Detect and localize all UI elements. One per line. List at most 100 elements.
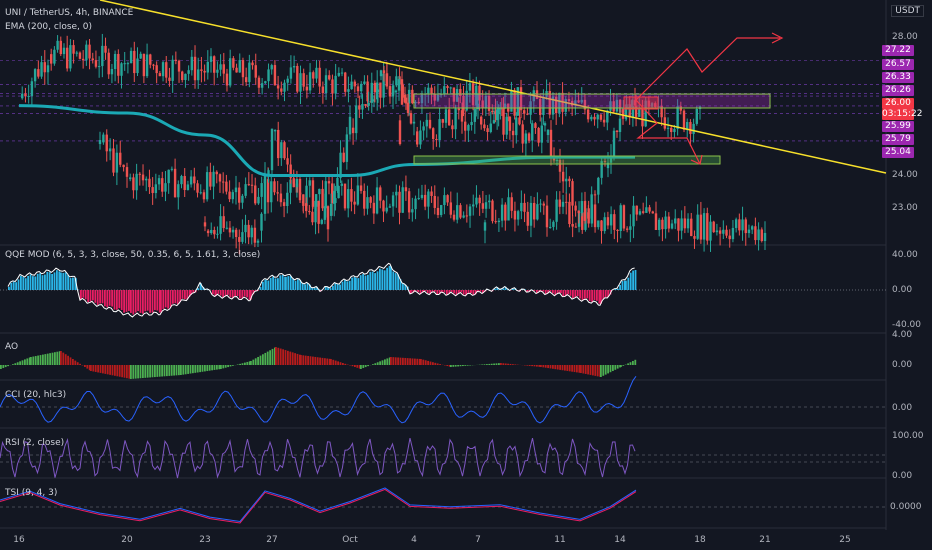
candle-body (467, 125, 470, 131)
time-axis-label: 16 (13, 535, 25, 545)
candle-body (750, 226, 754, 230)
candle-body (228, 58, 232, 86)
candle-body (174, 59, 178, 61)
candle-body (574, 205, 577, 211)
ao-bar (246, 361, 249, 365)
price-axis-label: 24.00 (892, 170, 918, 180)
candle-body (270, 128, 274, 171)
candle-body (343, 183, 347, 209)
qqe-bar (443, 290, 446, 293)
cci-legend[interactable]: CCI (20, hlc3) (5, 390, 67, 400)
projection-down-arrow (690, 154, 703, 165)
candle-body (481, 100, 484, 108)
candle-body (110, 68, 114, 75)
candle-body (520, 202, 523, 212)
ao-bar (342, 363, 344, 365)
candle-body (247, 184, 251, 186)
qqe-bar (379, 268, 381, 290)
ao-bar (289, 351, 292, 365)
qqe-legend[interactable]: QQE MOD (6, 5, 3, 3, close, 50, 0.35, 6,… (5, 250, 261, 260)
candle-body (238, 60, 241, 73)
qqe-bar (248, 290, 251, 300)
ao-bar (180, 365, 182, 375)
ao-bar (54, 352, 56, 365)
candle-body (184, 73, 187, 81)
candle-body (439, 205, 443, 216)
ao-bar (388, 357, 391, 365)
candle-body (94, 60, 98, 67)
candle-body (248, 62, 251, 83)
qqe-bar (625, 280, 627, 290)
qqe-bar (146, 290, 149, 311)
qqe-bar (156, 290, 159, 311)
ao-bar (500, 363, 502, 365)
tsi-line (0, 487, 637, 523)
candle-body (618, 118, 622, 132)
ema-legend[interactable]: EMA (200, close, 0) (5, 22, 93, 32)
candle-body (574, 226, 578, 228)
ao-bar (372, 364, 374, 365)
candle-body (567, 99, 571, 102)
ao-bar (26, 358, 29, 365)
ao-bar (604, 365, 607, 375)
qqe-bar (287, 276, 290, 290)
rsi-legend[interactable]: RSI (2, close) (5, 438, 65, 448)
candle-body (420, 94, 424, 104)
candle-body (647, 100, 651, 107)
ao-bar (178, 365, 180, 376)
candle-body (167, 169, 170, 184)
candle-body (222, 64, 225, 74)
candle-body (593, 204, 597, 228)
candle-body (379, 187, 382, 201)
candle-body (613, 214, 616, 230)
qqe-bar (474, 290, 477, 295)
qqe-bar (197, 288, 199, 290)
qqe-bar (574, 290, 577, 298)
candle-body (695, 108, 699, 124)
qqe-bar (410, 290, 412, 294)
ao-bar (446, 365, 449, 367)
qqe-bar (414, 290, 417, 291)
candle-body (112, 148, 115, 173)
qqe-bar (526, 290, 529, 292)
ao-legend[interactable]: AO (5, 342, 19, 352)
ao-bar (175, 365, 178, 376)
qqe-bar (87, 290, 89, 303)
ao-bar (16, 362, 19, 365)
qqe-bar (53, 272, 56, 290)
currency-badge[interactable]: USDT (891, 5, 924, 17)
candle-body (464, 121, 467, 131)
tsi-legend[interactable]: TSI (9, 4, 3) (5, 488, 58, 498)
ao-bar (332, 359, 335, 365)
time-axis-label: 23 (199, 535, 211, 545)
ao-bar (99, 365, 102, 373)
candle-body (558, 199, 562, 207)
qqe-bar (547, 290, 549, 294)
qqe-bar (80, 290, 82, 300)
candle-body (542, 96, 545, 115)
qqe-bar (351, 277, 353, 290)
ao-bar (211, 365, 213, 371)
candle-body (267, 69, 270, 82)
candle-body (218, 174, 222, 182)
qqe-bar (591, 290, 593, 302)
ao-bar (158, 365, 161, 377)
candle-body (654, 213, 658, 230)
candle-body (398, 120, 402, 145)
qqe-bar (130, 290, 132, 313)
symbol-title[interactable]: UNI / TetherUS, 4h, BINANCE (5, 8, 134, 18)
qqe-bar (22, 276, 25, 290)
candle-body (468, 83, 472, 91)
qqe-bar (616, 288, 619, 290)
candle-body (299, 73, 302, 92)
candle-body (497, 107, 500, 115)
candle-body (539, 203, 542, 205)
ao-bar (44, 354, 47, 365)
qqe-bar (324, 286, 327, 290)
ao-bar (266, 351, 269, 365)
candle-body (370, 82, 373, 103)
candle-body (565, 178, 568, 182)
candle-body (436, 207, 440, 216)
